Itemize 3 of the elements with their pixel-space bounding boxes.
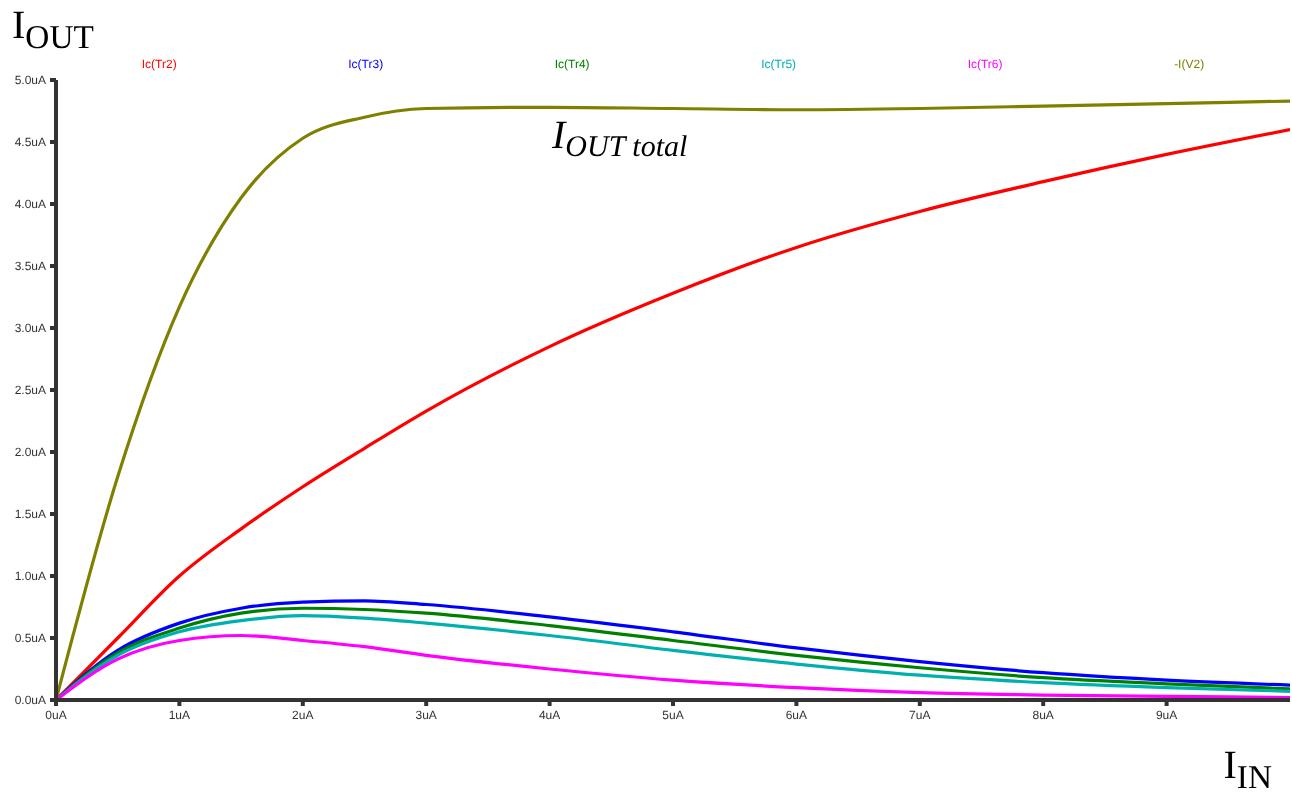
x-axis-title: I$_{IN}$ [1223, 744, 1272, 798]
y-axis-title: I$_{OUT}$ [12, 4, 94, 58]
annotation: I$_{OUT total}$ [550, 114, 688, 164]
